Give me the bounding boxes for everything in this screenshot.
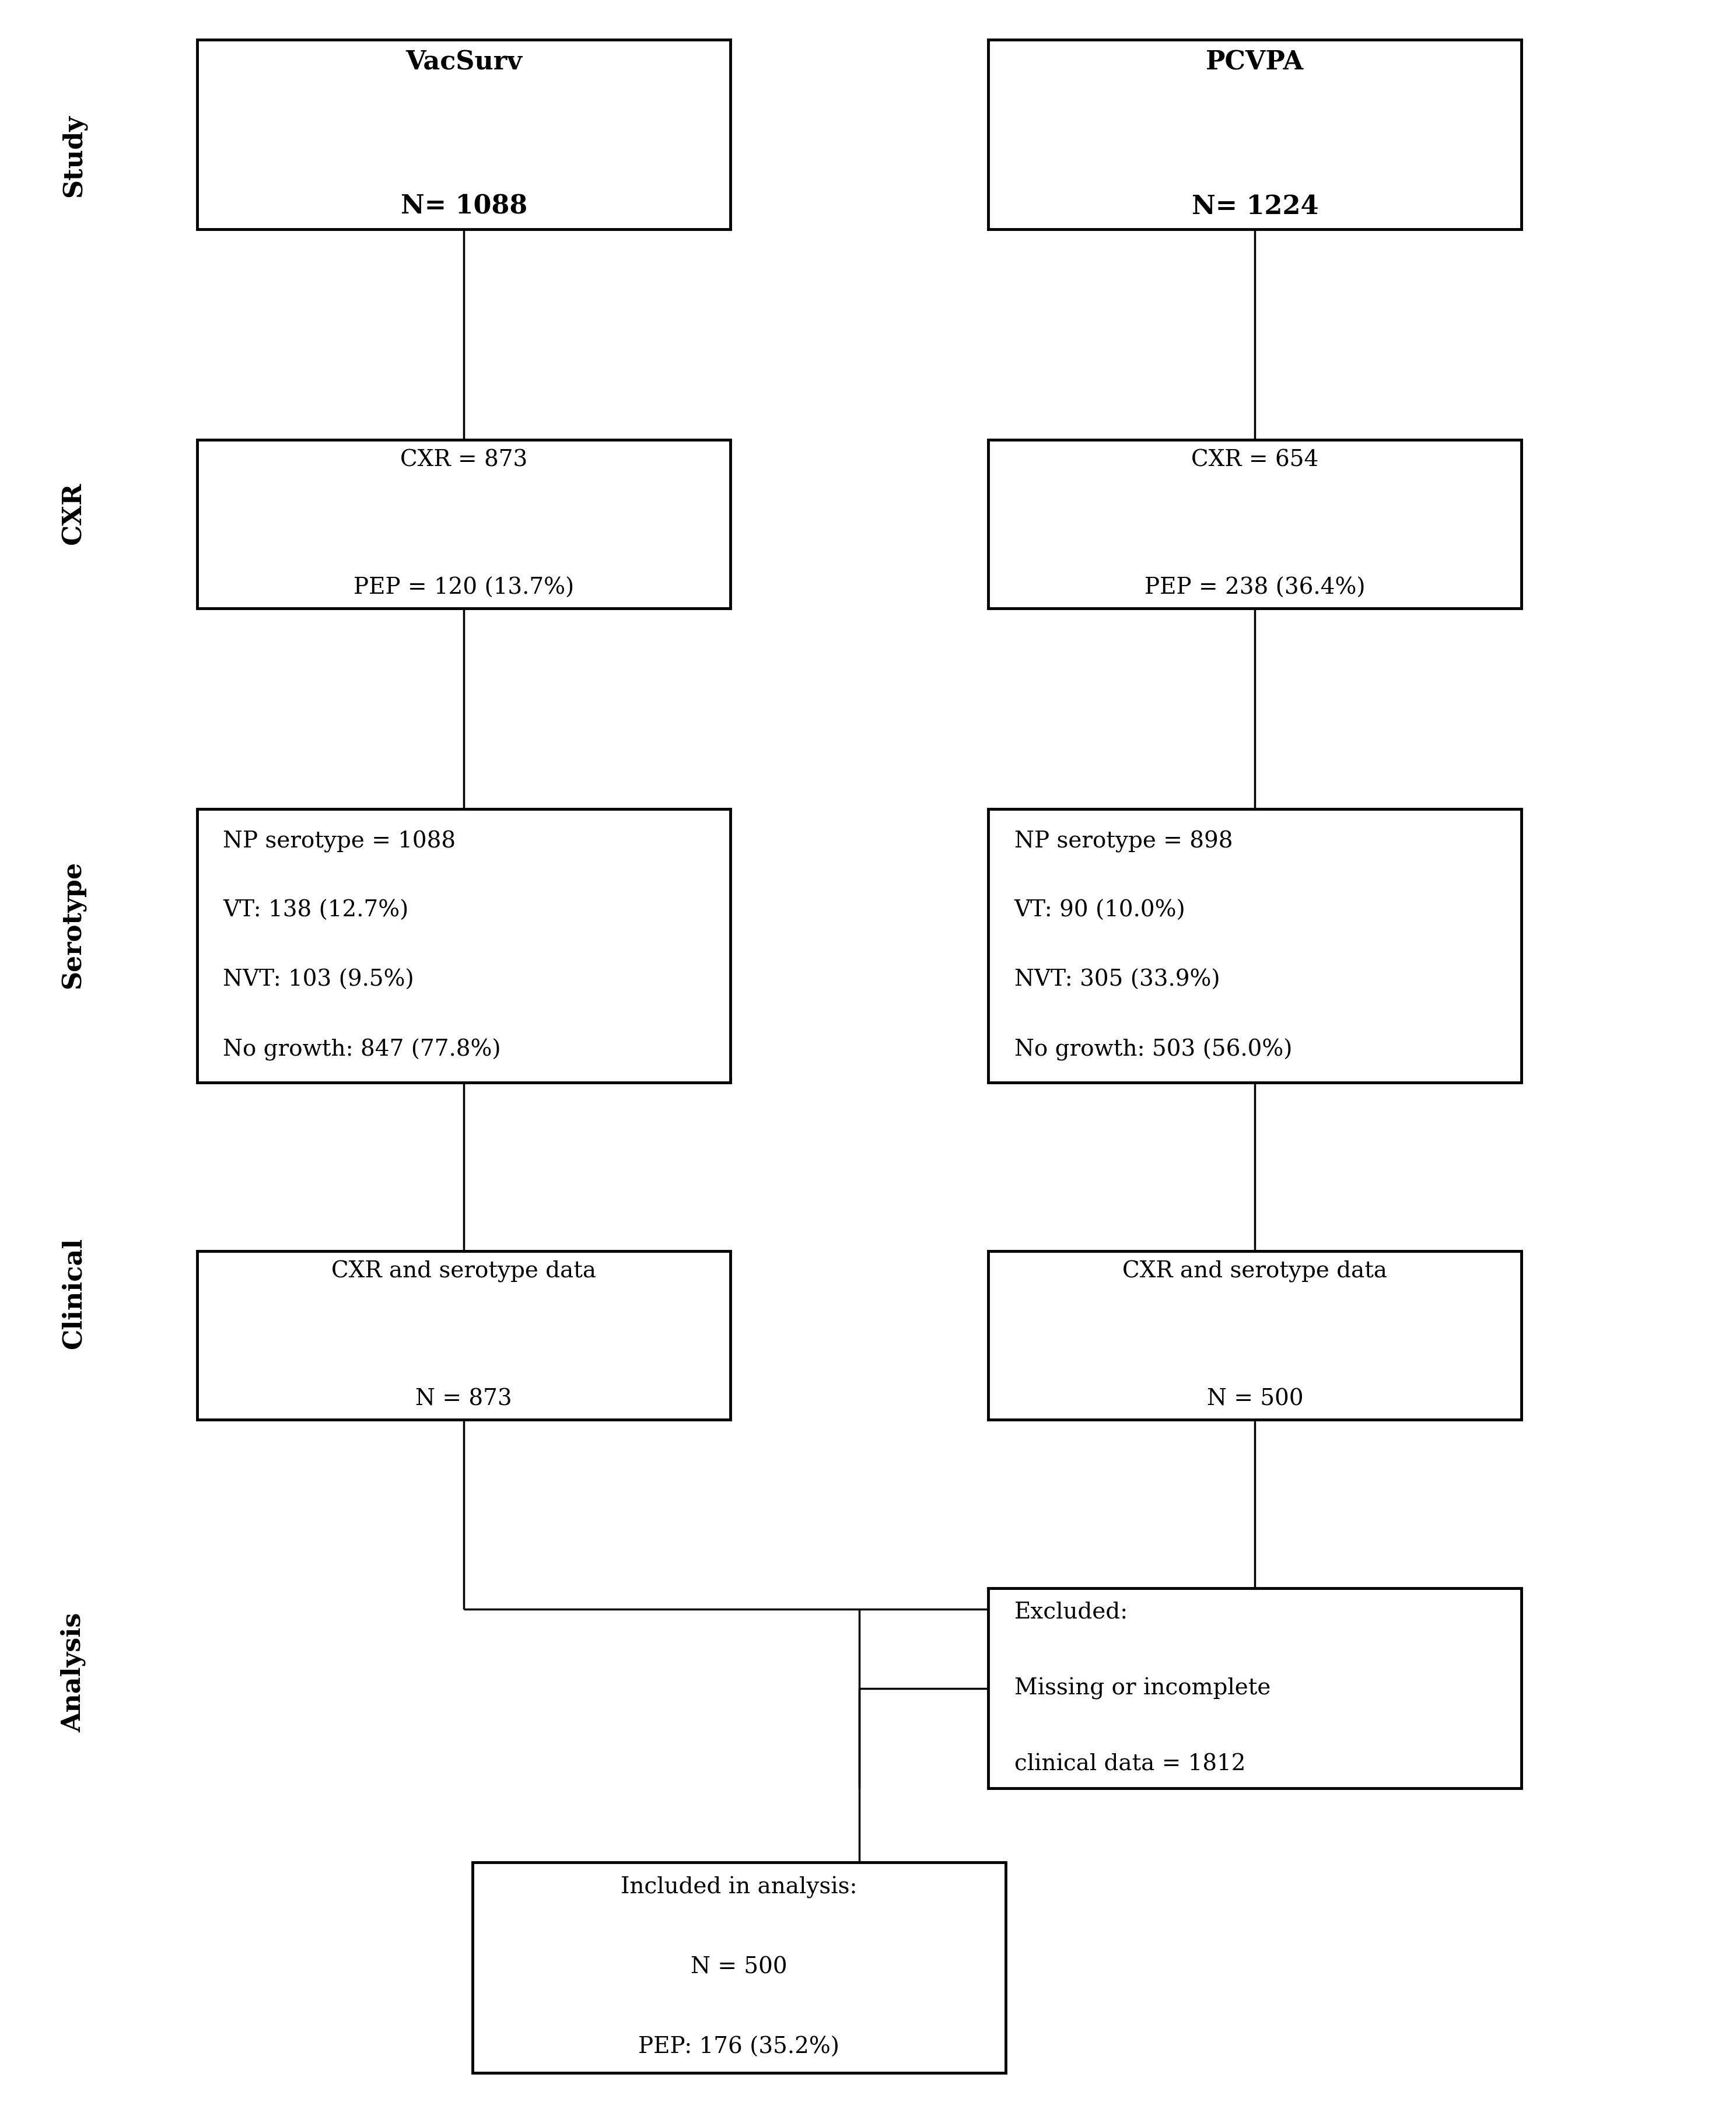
Text: No growth: 847 (77.8%): No growth: 847 (77.8%): [224, 1038, 502, 1062]
Text: Excluded:: Excluded:: [1014, 1601, 1128, 1622]
Text: NVT: 103 (9.5%): NVT: 103 (9.5%): [224, 970, 415, 991]
FancyBboxPatch shape: [988, 439, 1521, 609]
Text: N= 1088: N= 1088: [401, 193, 528, 219]
FancyBboxPatch shape: [988, 809, 1521, 1083]
Text: CXR = 654: CXR = 654: [1191, 450, 1319, 471]
Text: Included in analysis:: Included in analysis:: [621, 1877, 858, 1898]
Text: Analysis: Analysis: [61, 1613, 87, 1732]
Text: N= 1224: N= 1224: [1191, 193, 1318, 219]
Text: CXR: CXR: [61, 482, 87, 546]
Text: Study: Study: [61, 115, 87, 197]
Text: CXR = 873: CXR = 873: [401, 450, 528, 471]
FancyBboxPatch shape: [988, 1250, 1521, 1420]
Text: PEP = 238 (36.4%): PEP = 238 (36.4%): [1144, 577, 1366, 599]
Text: Serotype: Serotype: [61, 860, 87, 989]
Text: N = 500: N = 500: [1207, 1388, 1304, 1410]
Text: N = 873: N = 873: [415, 1388, 512, 1410]
FancyBboxPatch shape: [198, 439, 731, 609]
Text: N = 500: N = 500: [691, 1957, 788, 1979]
Text: NP serotype = 1088: NP serotype = 1088: [224, 830, 457, 853]
Text: PCVPA: PCVPA: [1207, 51, 1304, 74]
Text: VacSurv: VacSurv: [406, 51, 523, 74]
FancyBboxPatch shape: [198, 40, 731, 229]
Text: Missing or incomplete: Missing or incomplete: [1014, 1677, 1271, 1698]
Text: clinical data = 1812: clinical data = 1812: [1014, 1754, 1245, 1775]
Text: NP serotype = 898: NP serotype = 898: [1014, 830, 1233, 853]
Text: PEP = 120 (13.7%): PEP = 120 (13.7%): [354, 577, 575, 599]
Text: CXR and serotype data: CXR and serotype data: [1123, 1261, 1387, 1282]
Text: NVT: 305 (33.9%): NVT: 305 (33.9%): [1014, 970, 1220, 991]
Text: CXR and serotype data: CXR and serotype data: [332, 1261, 595, 1282]
FancyBboxPatch shape: [988, 40, 1521, 229]
FancyBboxPatch shape: [472, 1862, 1005, 2072]
Text: No growth: 503 (56.0%): No growth: 503 (56.0%): [1014, 1038, 1292, 1062]
FancyBboxPatch shape: [198, 1250, 731, 1420]
Text: PEP: 176 (35.2%): PEP: 176 (35.2%): [639, 2036, 840, 2059]
Text: Clinical: Clinical: [61, 1238, 87, 1348]
Text: VT: 138 (12.7%): VT: 138 (12.7%): [224, 900, 408, 921]
FancyBboxPatch shape: [988, 1588, 1521, 1788]
Text: VT: 90 (10.0%): VT: 90 (10.0%): [1014, 900, 1186, 921]
FancyBboxPatch shape: [198, 809, 731, 1083]
